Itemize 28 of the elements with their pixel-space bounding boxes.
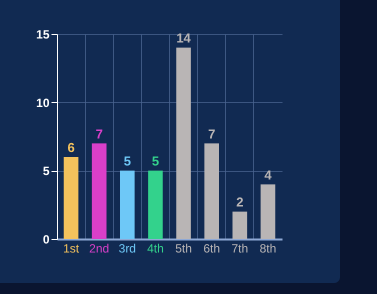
y-tick-label: 10 xyxy=(36,96,50,110)
y-tick-label: 5 xyxy=(42,164,50,178)
bar xyxy=(64,157,78,239)
bar xyxy=(148,170,163,239)
y-tick-label: 15 xyxy=(36,28,50,42)
x-tick-label: 1st xyxy=(63,242,80,256)
data-label: 14 xyxy=(176,30,192,46)
x-tick-label: 6th xyxy=(203,242,220,256)
bar xyxy=(120,170,135,239)
data-label: 4 xyxy=(264,167,272,182)
x-tick-label: 4th xyxy=(147,242,164,256)
data-label: 6 xyxy=(67,140,75,155)
x-tick-label: 2nd xyxy=(89,242,110,256)
data-label: 5 xyxy=(152,154,160,169)
x-tick-label: 5th xyxy=(175,242,192,256)
x-tick-label: 7th xyxy=(231,242,248,256)
bar xyxy=(232,212,248,239)
bar xyxy=(204,143,219,239)
data-label: 7 xyxy=(208,126,216,142)
data-label: 2 xyxy=(236,194,244,210)
data-label: 5 xyxy=(124,154,131,169)
bar xyxy=(92,143,106,239)
x-tick-label: 3rd xyxy=(118,242,136,256)
bar xyxy=(260,184,276,239)
y-tick-label: 0 xyxy=(42,232,50,246)
bar xyxy=(176,48,191,239)
x-tick-label: 8th xyxy=(260,242,276,256)
data-label: 7 xyxy=(96,126,103,142)
